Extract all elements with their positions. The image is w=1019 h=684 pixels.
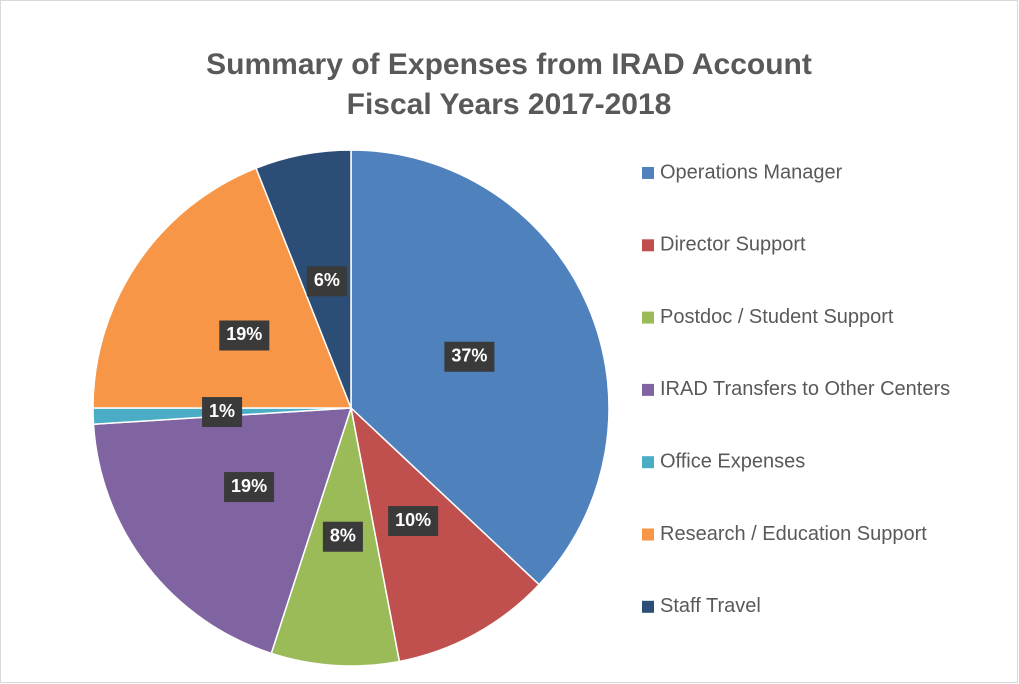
data-label: 6% [314,270,340,290]
data-label-box [306,266,347,297]
legend-swatch [642,456,654,469]
legend-label: Director Support [660,234,806,256]
chart-title: Summary of Expenses from IRAD Account [206,48,812,81]
data-label-box [202,397,243,428]
data-label-box [322,521,363,552]
legend-swatch [642,311,654,324]
data-label: 8% [330,525,356,545]
legend-label: Research / Education Support [660,523,927,545]
legend-label: Office Expenses [660,450,805,472]
data-label-box [219,320,270,351]
data-label: 19% [231,476,267,496]
pie-slice [92,167,353,409]
legend-label: Staff Travel [660,595,761,617]
data-label: 1% [209,401,235,421]
legend-swatch [642,600,654,613]
data-label-box [444,341,495,372]
pie-slice [255,149,352,409]
data-label-box [388,506,439,537]
data-label: 10% [395,510,431,530]
data-label: 37% [451,346,487,366]
legend-swatch [642,528,654,541]
legend-swatch [642,167,654,179]
legend-label: Operations Manager [660,161,843,183]
legend-swatch [642,239,654,252]
pie-slice [92,407,353,655]
data-label: 19% [226,324,262,344]
legend-label: Postdoc / Student Support [660,306,894,328]
pie-slice [349,405,541,663]
legend-swatch [642,383,654,396]
chart-subtitle: Fiscal Years 2017-2018 [347,88,672,121]
data-label-box [224,472,275,503]
legend-label: IRAD Transfers to Other Centers [660,378,950,400]
